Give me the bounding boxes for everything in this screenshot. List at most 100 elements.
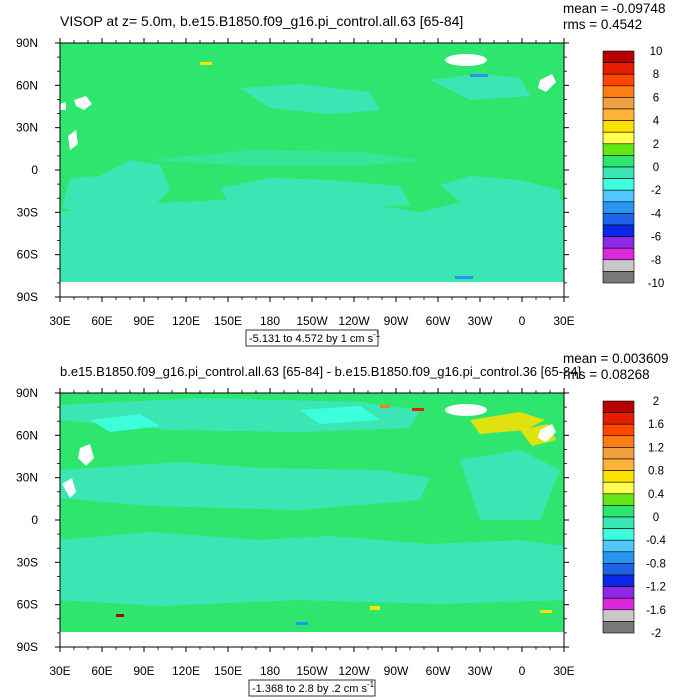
y-tick-label: 60S bbox=[17, 248, 38, 262]
map-region-south-atlantic bbox=[440, 176, 560, 210]
colorbar-swatch bbox=[602, 481, 635, 495]
colorbar-label: -1.6 bbox=[646, 605, 666, 617]
colorbar-swatch bbox=[602, 62, 635, 75]
colorbar-swatch bbox=[602, 400, 635, 413]
x-tick-label: 30E bbox=[553, 314, 574, 328]
map-region-cyan-pacific-south bbox=[200, 556, 300, 580]
colorbar-label: -0.8 bbox=[646, 558, 666, 570]
x-tick-label: 150W bbox=[296, 314, 328, 328]
panel-top-colorbar: 10 8 6 4 2 0 -2 -4 -6 -8 -10 bbox=[602, 46, 664, 290]
x-tick-label: 120E bbox=[172, 664, 200, 678]
colorbar-swatch bbox=[602, 447, 635, 460]
colorbar-label: 10 bbox=[650, 46, 663, 58]
map-spot-blue-2 bbox=[455, 276, 473, 279]
map-missing-antarctica bbox=[60, 632, 564, 647]
colorbar-swatch bbox=[602, 586, 635, 599]
colorbar-label: -4 bbox=[651, 208, 662, 220]
colorbar-label: -1.2 bbox=[646, 582, 666, 594]
map-spot-yellow-south-2 bbox=[540, 610, 552, 613]
x-tick-label: 150W bbox=[296, 664, 328, 678]
colorbar-label: 8 bbox=[653, 69, 659, 81]
colorbar-label: -0.4 bbox=[646, 535, 666, 547]
y-tick-label: 30S bbox=[17, 555, 38, 569]
colorbar-swatch bbox=[602, 271, 635, 284]
panel-top-info-text: -5.131 to 4.572 by 1 cm s-1 bbox=[249, 330, 381, 345]
panel-top-rms: rms = 0.4542 bbox=[563, 17, 642, 32]
x-tick-label: 90E bbox=[133, 314, 154, 328]
x-tick-label: 60E bbox=[91, 314, 112, 328]
x-tick-label: 60W bbox=[426, 664, 451, 678]
colorbar-swatch bbox=[602, 73, 635, 87]
colorbar-swatch bbox=[602, 166, 635, 179]
colorbar-swatch bbox=[602, 236, 635, 249]
colorbar-swatch bbox=[602, 505, 635, 518]
colorbar-swatch bbox=[602, 131, 635, 145]
colorbar-label: -8 bbox=[651, 255, 661, 267]
x-tick-label: 90W bbox=[384, 664, 409, 678]
x-tick-label: 60W bbox=[426, 314, 451, 328]
colorbar-swatch bbox=[602, 609, 635, 622]
map-spot-red-2 bbox=[116, 614, 124, 617]
panel-bottom-info-text: -1.368 to 2.8 by .2 cm s-1 bbox=[252, 680, 375, 695]
y-tick-label: 0 bbox=[31, 163, 38, 177]
map-region-cyan-light-2 bbox=[300, 406, 380, 424]
x-tick-label: 30E bbox=[553, 664, 574, 678]
colorbar-label: 4 bbox=[653, 116, 660, 128]
colorbar-swatch bbox=[602, 621, 635, 634]
colorbar-swatch bbox=[602, 423, 635, 437]
panel-bottom-mean: mean = 0.003609 bbox=[563, 351, 668, 366]
colorbar-swatch bbox=[602, 528, 635, 541]
y-tick-label: 90S bbox=[17, 290, 38, 304]
map-region-cyan-tropics bbox=[60, 462, 430, 510]
colorbar-swatch bbox=[602, 563, 635, 576]
y-tick-label: 90N bbox=[16, 386, 38, 400]
colorbar-swatch bbox=[602, 597, 635, 611]
colorbar-label: 1.6 bbox=[648, 419, 664, 431]
colorbar-label: 0.8 bbox=[648, 466, 664, 478]
x-tick-label: 30E bbox=[49, 314, 70, 328]
map-missing-hudson bbox=[538, 74, 556, 92]
x-tick-label: 0 bbox=[519, 314, 526, 328]
colorbar-label: 2 bbox=[653, 139, 659, 151]
colorbar-swatch bbox=[602, 412, 635, 425]
colorbar-swatch bbox=[602, 574, 635, 587]
colorbar-swatch bbox=[602, 470, 635, 483]
x-tick-label: 60E bbox=[91, 664, 112, 678]
map-spot-yellow bbox=[200, 62, 212, 65]
x-tick-label: 30W bbox=[468, 314, 493, 328]
colorbar-label: -2 bbox=[651, 628, 661, 640]
panel-bottom-colorbar: 2 1.6 1.2 0.8 0.4 0 -0.4 -0.8 -1.2 -1.6 -2 bbox=[602, 396, 667, 640]
x-tick-label: 30E bbox=[49, 664, 70, 678]
x-tick-label: 180 bbox=[260, 314, 280, 328]
colorbar-label: 0 bbox=[653, 162, 659, 174]
colorbar-swatch bbox=[602, 178, 635, 191]
map-missing-antarctica bbox=[60, 282, 564, 297]
colorbar-label: -6 bbox=[651, 232, 661, 244]
y-tick-label: 90N bbox=[16, 36, 38, 50]
panel-bottom-map bbox=[60, 393, 564, 647]
x-tick-label: 90W bbox=[384, 314, 409, 328]
panel-bottom-info-box bbox=[248, 679, 376, 697]
panel-bottom-rms: rms = 0.08268 bbox=[563, 367, 650, 382]
colorbar-swatch bbox=[602, 85, 635, 98]
colorbar-swatch bbox=[602, 50, 635, 63]
x-tick-label: 120E bbox=[172, 314, 200, 328]
colorbar-label: 0.4 bbox=[648, 489, 665, 501]
panel-top-map bbox=[60, 43, 564, 297]
x-tick-label: 30W bbox=[468, 664, 493, 678]
map-spot-red-1 bbox=[412, 408, 424, 411]
map-missing-hudson bbox=[538, 424, 556, 442]
y-tick-label: 60N bbox=[16, 428, 38, 442]
colorbar-swatch bbox=[602, 493, 635, 506]
y-tick-label: 60N bbox=[16, 78, 38, 92]
colorbar-swatch bbox=[602, 189, 635, 203]
map-missing-black-sea bbox=[60, 102, 66, 110]
colorbar-swatch bbox=[602, 458, 635, 471]
y-tick-label: 90S bbox=[17, 640, 38, 654]
map-spot-blue bbox=[470, 74, 488, 77]
panel-top-mean: mean = -0.09748 bbox=[563, 1, 665, 16]
colorbar-swatch bbox=[602, 155, 635, 168]
map-region-southern-ocean bbox=[60, 200, 564, 282]
panel-bottom-axes: 30E 60E 90E 120E 150E 180 150W 120W 90W 60W 30W 0 30… bbox=[16, 386, 575, 678]
map-region-cyan-atlantic bbox=[460, 450, 560, 520]
